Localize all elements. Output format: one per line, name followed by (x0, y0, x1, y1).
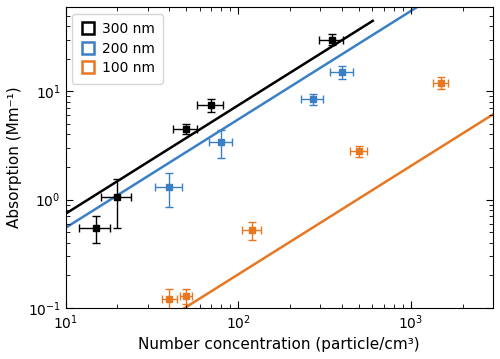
Y-axis label: Absorption (Mm⁻¹): Absorption (Mm⁻¹) (7, 87, 22, 228)
X-axis label: Number concentration (particle/cm³): Number concentration (particle/cm³) (138, 337, 420, 352)
Legend: 300 nm, 200 nm, 100 nm: 300 nm, 200 nm, 100 nm (72, 14, 163, 84)
